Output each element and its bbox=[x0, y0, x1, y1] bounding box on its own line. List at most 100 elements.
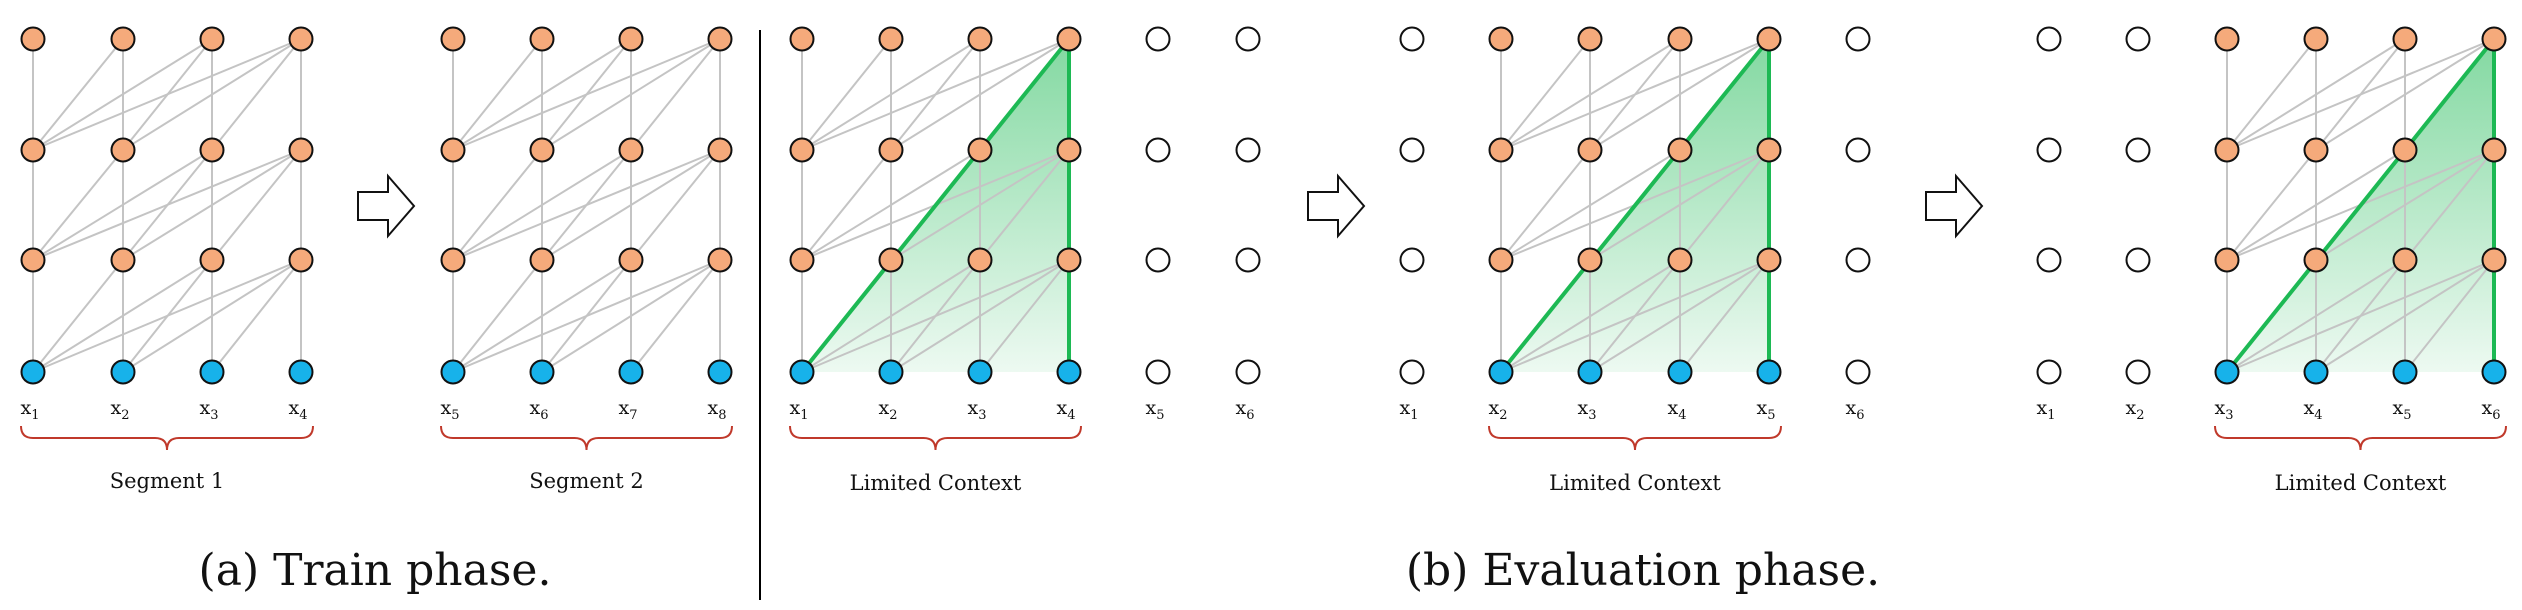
connection-edge bbox=[1589, 38, 1770, 151]
right-arrow-icon bbox=[1307, 173, 1366, 239]
connection-edge bbox=[979, 149, 1070, 261]
empty-node bbox=[2036, 359, 2062, 385]
empty-node bbox=[2036, 137, 2062, 163]
connection-edge bbox=[541, 149, 721, 261]
hidden-node bbox=[1577, 247, 1603, 273]
token-label: x2 bbox=[111, 397, 130, 423]
empty-node bbox=[1145, 359, 1171, 385]
hidden-node bbox=[967, 137, 993, 163]
hidden-node bbox=[1667, 26, 1693, 52]
connection-edge bbox=[1500, 38, 1681, 151]
hidden-node bbox=[20, 247, 46, 273]
input-node bbox=[20, 359, 46, 385]
token-label: x2 bbox=[879, 397, 898, 423]
hidden-node bbox=[199, 137, 225, 163]
token-label: x4 bbox=[289, 397, 308, 423]
connection-edge bbox=[122, 38, 302, 151]
segment-label: Limited Context bbox=[850, 471, 1022, 495]
empty-node bbox=[1399, 137, 1425, 163]
input-node bbox=[789, 359, 815, 385]
empty-node bbox=[1399, 359, 1425, 385]
connection-edge bbox=[2226, 259, 2495, 373]
hidden-node bbox=[878, 137, 904, 163]
input-node bbox=[1577, 359, 1603, 385]
connection-edge bbox=[32, 149, 213, 261]
connection-edge bbox=[1500, 259, 1681, 373]
hidden-node bbox=[967, 247, 993, 273]
token-label: x4 bbox=[1057, 397, 1076, 423]
empty-node bbox=[2036, 26, 2062, 52]
connection-edge bbox=[452, 149, 721, 261]
connection-edge bbox=[1500, 149, 1591, 261]
token-label: x6 bbox=[530, 397, 549, 423]
token-label: x3 bbox=[1578, 397, 1597, 423]
connection-edge bbox=[2226, 149, 2406, 261]
input-node bbox=[1488, 359, 1514, 385]
token-label: x1 bbox=[21, 397, 40, 423]
token-label: x6 bbox=[1236, 397, 1255, 423]
connection-edge bbox=[2226, 149, 2317, 261]
empty-node bbox=[1845, 137, 1871, 163]
connection-edge bbox=[890, 149, 1070, 261]
input-node bbox=[1667, 359, 1693, 385]
hidden-node bbox=[2392, 26, 2418, 52]
hidden-node bbox=[529, 137, 555, 163]
connection-edge bbox=[32, 259, 302, 373]
hidden-node bbox=[878, 26, 904, 52]
connection-edge bbox=[801, 149, 892, 261]
token-label: x5 bbox=[2393, 397, 2412, 423]
hidden-node bbox=[707, 137, 733, 163]
token-label: x4 bbox=[1668, 397, 1687, 423]
input-node bbox=[288, 359, 314, 385]
empty-node bbox=[1845, 26, 1871, 52]
hidden-node bbox=[1577, 137, 1603, 163]
empty-node bbox=[1235, 359, 1261, 385]
input-node bbox=[2481, 359, 2507, 385]
token-label: x8 bbox=[708, 397, 727, 423]
hidden-node bbox=[2481, 26, 2507, 52]
token-label: x6 bbox=[2482, 397, 2501, 423]
connection-edge bbox=[801, 38, 981, 151]
empty-node bbox=[1845, 359, 1871, 385]
hidden-node bbox=[2392, 247, 2418, 273]
connection-edge bbox=[452, 149, 632, 261]
empty-node bbox=[1845, 247, 1871, 273]
hidden-node bbox=[2481, 247, 2507, 273]
connection-edge bbox=[2315, 38, 2495, 151]
empty-node bbox=[1235, 247, 1261, 273]
hidden-node bbox=[1756, 247, 1782, 273]
token-label: x1 bbox=[790, 397, 809, 423]
connection-edge bbox=[2315, 149, 2495, 261]
token-label: x3 bbox=[2215, 397, 2234, 423]
input-node bbox=[529, 359, 555, 385]
connection-edge bbox=[2226, 259, 2406, 373]
segment-label: Segment 1 bbox=[110, 469, 225, 493]
hidden-node bbox=[707, 247, 733, 273]
eval-caption: (b) Evaluation phase. bbox=[1406, 545, 1880, 596]
hidden-node bbox=[1056, 137, 1082, 163]
curly-brace bbox=[2214, 425, 2507, 451]
curly-brace bbox=[440, 425, 733, 451]
hidden-node bbox=[878, 247, 904, 273]
segment-label: Segment 2 bbox=[529, 469, 644, 493]
connection-edge bbox=[452, 38, 721, 151]
connection-edge bbox=[801, 259, 1070, 373]
connection-edge bbox=[452, 259, 632, 373]
hidden-node bbox=[440, 247, 466, 273]
label-layer: x1 x2 x3 x4 Segment 1 x5 x6 x7 x8 Segment 2 x1 x2 x3… bbox=[20, 173, 2507, 495]
train-caption: (a) Train phase. bbox=[199, 545, 552, 596]
connection-edge bbox=[122, 259, 302, 373]
connection-edge bbox=[630, 259, 721, 373]
hidden-node bbox=[618, 26, 644, 52]
connection-edge bbox=[2226, 38, 2317, 151]
hidden-node bbox=[2303, 247, 2329, 273]
connection-edge bbox=[32, 149, 124, 261]
hidden-node bbox=[1667, 137, 1693, 163]
hidden-node bbox=[618, 247, 644, 273]
hidden-node bbox=[110, 26, 136, 52]
empty-node bbox=[1399, 26, 1425, 52]
token-label: x5 bbox=[1757, 397, 1776, 423]
token-label: x5 bbox=[441, 397, 460, 423]
input-node bbox=[199, 359, 225, 385]
